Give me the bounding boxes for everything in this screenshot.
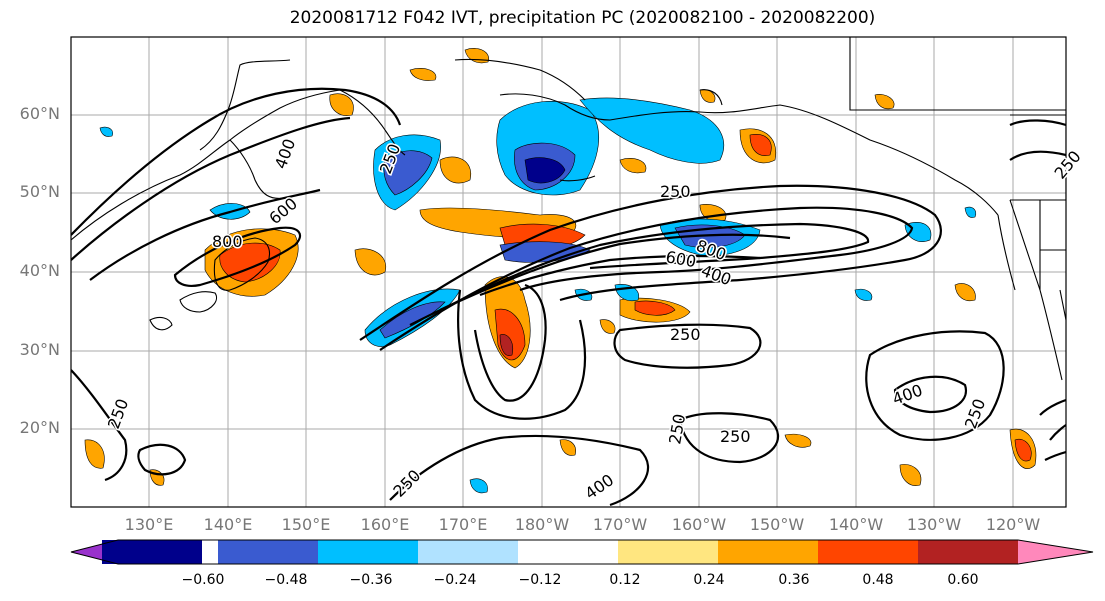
contour-label-halo: 250 [660, 182, 691, 201]
lat-label-30n: 30°N [19, 340, 60, 359]
colorbar-segment [418, 540, 518, 564]
ivt-contours [71, 87, 1066, 507]
map-title: 2020081712 F042 IVT, precipitation PC (2… [289, 8, 876, 28]
lon-label-160e: 160°E [360, 515, 410, 534]
lon-label-120w: 120°W [985, 515, 1041, 534]
contour-label: 250 [720, 427, 751, 446]
lon-label-130w: 130°W [906, 515, 962, 534]
colorbar-segment [618, 540, 718, 564]
colorbar-segment [718, 540, 818, 564]
contour-label-halo: 250 [720, 427, 751, 446]
contour-label: 800 [212, 232, 243, 251]
map-frame [70, 36, 1067, 508]
colorbar-segment [818, 540, 918, 564]
contour-label: 250 [660, 182, 691, 201]
colorbar-tick: 0.60 [947, 572, 979, 588]
contour-label-halo: 600 [664, 247, 697, 271]
contour-label-halo: 250 [670, 325, 701, 344]
colorbar-segment [518, 540, 618, 564]
lat-label-20n: 20°N [19, 418, 60, 437]
lon-label-180w: 180°W [514, 515, 570, 534]
lon-label-140w: 140°W [828, 515, 884, 534]
lat-label-40n: 40°N [19, 261, 60, 280]
colorbar-segment [318, 540, 418, 564]
colorbar-tick: −0.24 [433, 572, 477, 588]
colorbar-tick: 0.24 [693, 572, 725, 588]
colorbar-tick: 0.36 [778, 572, 810, 588]
lon-label-140e: 140°E [203, 515, 253, 534]
coastlines [71, 37, 1066, 381]
colorbar-tick: 0.48 [862, 572, 894, 588]
contour-label: 250 [670, 325, 701, 344]
lon-label-150w: 150°W [749, 515, 805, 534]
lon-label-130e: 130°E [124, 515, 174, 534]
colorbar [70, 539, 1094, 565]
colorbar-segment [102, 540, 202, 564]
colorbar-extend-max [1018, 540, 1093, 564]
colorbar-tick: 0.12 [609, 572, 641, 588]
colorbar-tick: −0.48 [264, 572, 308, 588]
colorbar-segment [218, 540, 318, 564]
precip-negative-shading [99, 97, 977, 494]
contour-label-halo: 800 [212, 232, 243, 251]
lon-label-170e: 170°E [438, 515, 488, 534]
colorbar-outline [70, 539, 1094, 565]
lon-label-150e: 150°E [281, 515, 331, 534]
colorbar-tick: −0.36 [349, 572, 393, 588]
lon-label-170w: 170°W [592, 515, 648, 534]
lat-label-60n: 60°N [19, 104, 60, 123]
colorbar-segment [918, 540, 1018, 564]
lat-label-50n: 50°N [19, 182, 60, 201]
colorbar-tick: −0.60 [181, 572, 225, 588]
lon-label-160w: 160°W [671, 515, 727, 534]
colorbar-tick: −0.12 [518, 572, 562, 588]
